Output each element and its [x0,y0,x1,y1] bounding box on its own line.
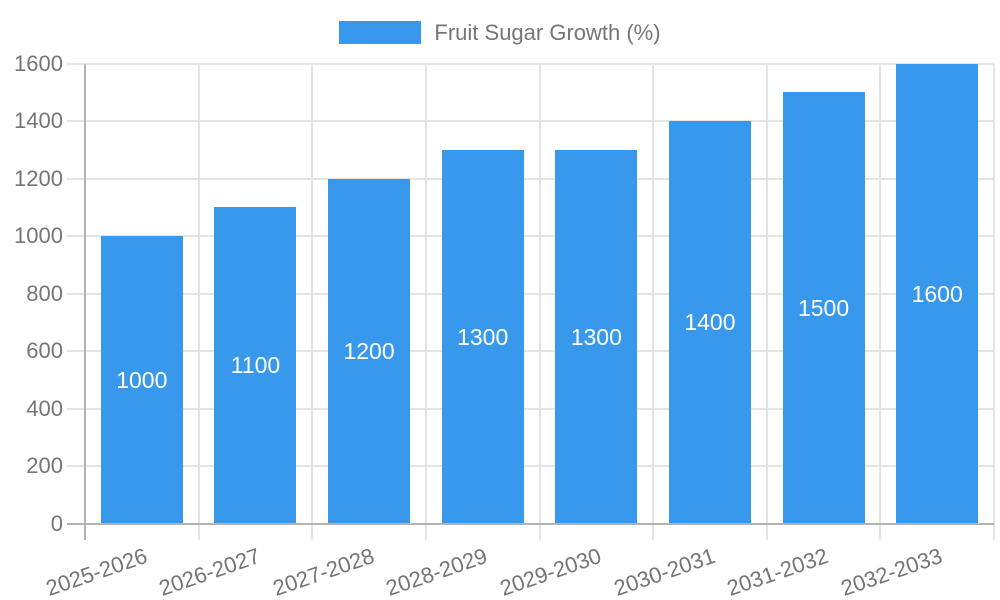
y-gridline [67,235,994,237]
y-tick-label: 800 [26,280,63,306]
y-tick-label: 400 [26,395,63,421]
x-gridline [879,63,882,540]
bar-2032-2033[interactable] [896,63,979,524]
bar-2028-2029[interactable] [441,149,524,524]
x-gridline [765,63,768,540]
x-gridline [993,63,995,540]
x-tick-label: 2031-2032 [724,542,832,600]
x-gridline [538,63,541,540]
x-tick-label: 2026-2027 [155,542,264,600]
y-axis-border [84,63,86,540]
y-tick-label: 1600 [14,50,63,76]
x-tick-label: 2029-2030 [496,542,605,600]
y-tick-label: 600 [26,338,63,363]
x-tick-label: 2028-2029 [383,542,491,600]
bar-2030-2031[interactable] [668,121,751,524]
x-tick-label: 2032-2033 [837,542,946,600]
x-tick-label: 2030-2031 [610,542,719,600]
bar-2029-2030[interactable] [555,149,638,524]
x-axis-baseline [67,522,994,525]
bar-2031-2032[interactable] [782,92,865,524]
y-gridline [67,177,994,180]
x-gridline [652,63,655,540]
y-gridline [67,62,994,65]
y-gridline [67,350,994,352]
x-gridline [311,63,314,540]
y-gridline [67,292,994,295]
y-gridline [67,120,994,122]
x-tick-label: 2025-2026 [42,542,150,600]
x-gridline [424,63,427,540]
y-gridline [67,465,994,467]
y-tick-label: 200 [26,453,63,478]
y-tick-label: 1400 [14,108,63,133]
y-gridline [67,407,994,410]
y-tick-label: 1200 [14,165,63,191]
bar-2026-2027[interactable] [214,207,297,524]
legend-label: Fruit Sugar Growth (%) [434,20,661,45]
x-tick-label: 2027-2028 [269,542,378,600]
legend[interactable]: Fruit Sugar Growth (%) [0,20,1000,45]
y-tick-label: 0 [50,510,63,536]
bar-2027-2028[interactable] [328,178,411,524]
y-tick-label: 1000 [14,223,63,248]
bar-2025-2026[interactable] [100,236,183,524]
x-gridline [197,63,200,540]
legend-swatch-icon [339,21,422,44]
